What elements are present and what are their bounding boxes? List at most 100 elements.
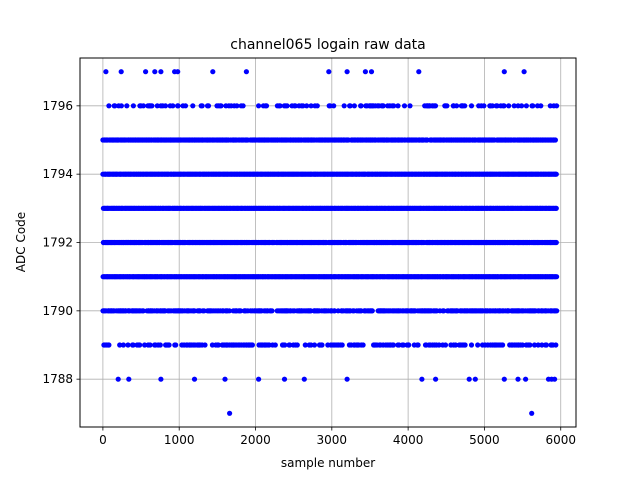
data-point [152,69,158,75]
data-point [511,103,517,109]
data-point [294,342,300,348]
data-point [416,69,422,75]
data-point [453,342,459,348]
data-point [539,342,545,348]
data-point [115,376,121,382]
data-point [292,103,298,109]
data-point [390,342,396,348]
data-point [269,308,275,314]
data-point [531,342,538,348]
data-point [140,308,146,314]
data-point [341,103,347,109]
data-point [554,103,560,109]
data-point [256,103,262,109]
data-point [238,308,244,314]
data-point [173,342,179,348]
data-point [554,274,560,280]
data-point [501,376,507,382]
x-tick-label: 3000 [317,433,348,447]
y-axis-label: ADC Code [14,212,28,272]
data-point [125,342,131,348]
data-point [218,103,224,109]
data-point [284,103,290,109]
data-point [436,342,442,348]
data-point [369,308,375,314]
data-point [158,376,164,382]
data-point [112,103,118,109]
data-point [202,342,208,348]
data-point [154,103,160,109]
data-point [191,376,198,382]
data-point [314,103,320,109]
data-point [468,103,475,109]
data-point [326,69,332,75]
y-axis-ticks: 1788 1790 1792 1794 1796 [42,99,80,386]
data-point [527,342,533,348]
data-point [263,103,270,109]
data-point [302,342,308,348]
data-point [519,103,525,109]
data-point [481,103,487,109]
data-point [415,342,421,348]
data-point [391,103,397,109]
data-point [441,308,447,314]
data-point [519,342,526,348]
x-tick-label: 6000 [545,433,576,447]
data-point [368,69,375,75]
y-tick-label: 1794 [42,167,73,181]
data-point [124,103,130,109]
chart-title: channel065 logain raw data [230,37,425,53]
data-point [140,103,146,109]
data-point [149,103,155,109]
data-point [543,342,550,348]
data-point [137,342,143,348]
data-point [360,342,366,348]
data-point [506,103,512,109]
data-point [344,69,350,75]
data-point [234,103,240,109]
data-point [347,103,353,109]
data-point [117,342,123,348]
data-point [175,103,181,109]
data-point [120,342,126,348]
data-point [515,376,521,382]
data-point [227,410,233,416]
data-point [222,376,228,382]
data-point [277,103,283,109]
x-tick-label: 4000 [393,433,424,447]
data-point [282,342,288,348]
data-point [215,342,221,348]
data-point [142,342,148,348]
y-tick-label: 1796 [42,99,73,113]
data-point [406,342,412,348]
data-point [301,376,307,382]
data-point [162,103,169,109]
data-point [175,69,181,75]
data-point [466,376,472,382]
data-point [454,103,460,109]
data-point [147,342,153,348]
data-point [226,308,232,314]
data-point [494,103,500,109]
data-point [462,103,468,109]
y-tick-label: 1790 [42,304,73,318]
data-point [344,376,350,382]
data-point [182,103,189,109]
data-point [308,103,314,109]
data-point [157,342,163,348]
data-point [552,137,559,143]
data-point [380,103,386,109]
data-point [256,376,262,382]
data-point [358,103,364,109]
y-tick-label: 1788 [42,372,73,386]
data-point [401,103,408,109]
data-point [553,342,559,348]
data-point [103,69,109,75]
data-point [523,376,529,382]
data-point [501,103,507,109]
data-point [553,205,559,211]
data-point [304,103,310,109]
data-point [118,103,124,109]
data-point [529,410,535,416]
data-point [538,103,544,109]
